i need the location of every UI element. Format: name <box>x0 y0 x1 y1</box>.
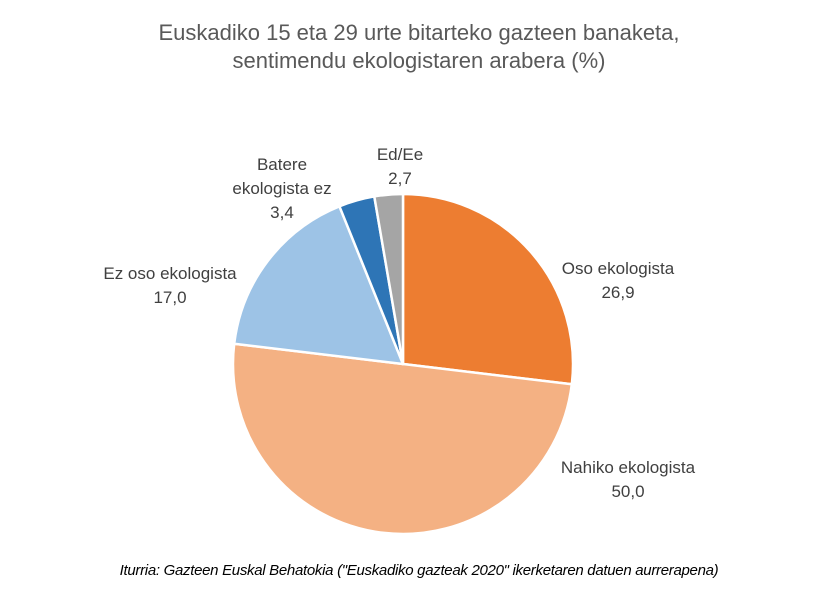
label-name: Ed/Ee <box>376 145 424 164</box>
source-note: Iturria: Gazteen Euskal Behatokia ("Eusk… <box>119 562 719 579</box>
label-ed-ee: Ed/Ee 2,7 <box>360 143 440 191</box>
chart-title-line-1: Euskadiko 15 eta 29 urte bitarteko gazte… <box>158 20 680 45</box>
label-name: Ez oso ekologista <box>103 264 237 283</box>
pie-slice-oso-ekologista <box>401 192 575 386</box>
label-name: Oso ekologista <box>561 259 675 278</box>
label-oso-ekologista: Oso ekologista 26,9 <box>548 257 688 305</box>
pie-slice-nahiko-ekologista <box>231 342 574 536</box>
label-value: 50,0 <box>611 482 645 501</box>
label-value: 2,7 <box>388 169 412 188</box>
label-name: Nahiko ekologista <box>560 458 696 477</box>
label-value: 3,4 <box>270 203 294 222</box>
pie-slice-ed-ee <box>373 192 405 366</box>
chart-title-line-2: sentimendu ekologistaren arabera (%) <box>232 48 606 73</box>
label-batere-ekologista-ez: Batere ekologista ez 3,4 <box>222 153 342 225</box>
label-name-line-1: Batere <box>256 155 308 174</box>
label-value: 17,0 <box>153 288 187 307</box>
label-name-line-2: ekologista ez <box>232 179 332 198</box>
label-value: 26,9 <box>601 283 635 302</box>
label-nahiko-ekologista: Nahiko ekologista 50,0 <box>548 456 708 504</box>
label-ez-oso-ekologista: Ez oso ekologista 17,0 <box>92 262 248 310</box>
pie-slice-ez-oso-ekologista <box>232 205 405 366</box>
